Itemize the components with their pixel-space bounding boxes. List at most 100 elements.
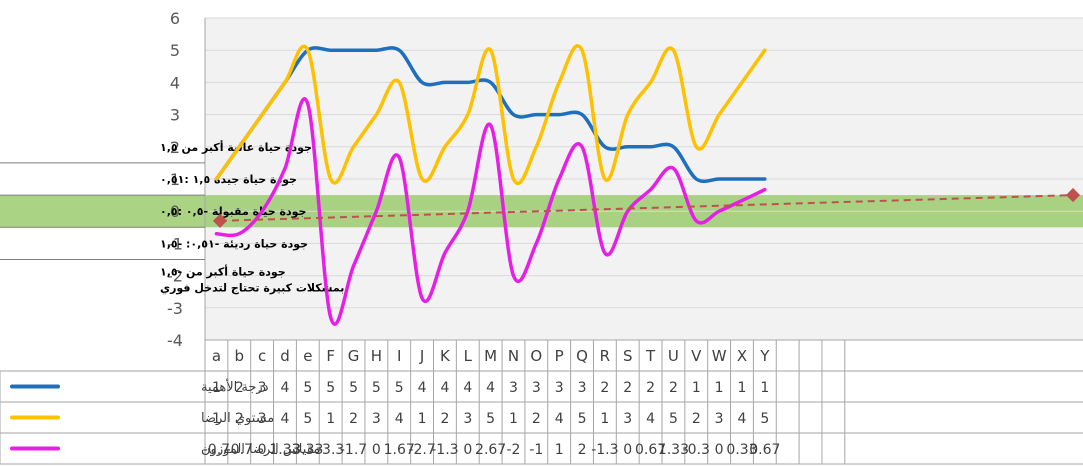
category-label: a [212, 347, 221, 365]
table-cell-value: 2 [440, 411, 449, 427]
category-label: N [508, 347, 519, 365]
table-cell-value: 3 [463, 411, 472, 427]
table-cell-value: 5 [669, 411, 678, 427]
table-cell-value: 5 [578, 411, 587, 427]
table-cell-value: 5 [372, 380, 381, 396]
table-cell-value: 0 [258, 442, 267, 458]
table-cell-value: 1 [212, 411, 221, 427]
category-label: X [737, 347, 747, 365]
table-cell-value: 3 [532, 380, 541, 396]
table-cell-value: 2 [623, 380, 632, 396]
y-tick-label: -4 [167, 331, 183, 350]
table-cell-value: 1.33 [658, 442, 689, 458]
table-cell-value: 2 [235, 380, 244, 396]
trendline-marker [1065, 188, 1081, 203]
table-cell-value: -1.3 [431, 442, 458, 458]
table-cell-value: 4 [418, 380, 427, 396]
table-cell-value: 2 [532, 411, 541, 427]
table-cell-value: -1.3 [591, 442, 618, 458]
table-cell-value: 2 [235, 411, 244, 427]
table-cell-value: 4 [738, 411, 747, 427]
table-cell-value: 3 [715, 411, 724, 427]
y-tick-label: 0 [170, 202, 180, 221]
series-line-2 [214, 97, 767, 327]
table-cell-value: 3 [509, 380, 518, 396]
table-cell-value: 2 [578, 442, 587, 458]
y-tick-label: 4 [170, 73, 180, 92]
y-tick-label: 3 [170, 106, 180, 125]
table-cell-value: 2 [692, 411, 701, 427]
category-label: c [258, 347, 266, 365]
category-label: I [397, 347, 401, 365]
band-label: جودة حياة جيدة ١,٥ :٠,٥١ [160, 173, 297, 186]
band-label: جودة حياة عالية أكبر من ١,٥ [160, 140, 312, 154]
table-cell-value: -3.3 [317, 442, 344, 458]
table-cell-value: -1.7 [340, 442, 367, 458]
table-cell-value: 3 [372, 411, 381, 427]
table-cell-value: -1 [529, 442, 543, 458]
legend-label: مستوي الرضا [201, 411, 274, 426]
table-cell-value: 1 [418, 411, 427, 427]
table-cell-value: 1 [555, 442, 564, 458]
table-cell-value: -0.3 [683, 442, 710, 458]
table-cell-value: 1 [692, 380, 701, 396]
y-tick-label: 2 [170, 138, 180, 157]
table-cell-value: 1 [326, 411, 335, 427]
category-label: Q [576, 347, 588, 365]
band-label: جودة حياة رديئة -٠,٥١: -١,٥ [160, 237, 308, 250]
table-cell-value: -0.7 [226, 442, 253, 458]
table-cell-value: 3 [578, 380, 587, 396]
category-label: L [464, 347, 473, 365]
y-tick-label: 5 [170, 41, 180, 60]
band-label: جودة حياة أكبر من -١,٥ [160, 265, 286, 279]
category-label: d [280, 347, 290, 365]
table-cell-value: 0.67 [749, 442, 780, 458]
trendline [219, 194, 1074, 222]
table-cell-value: 4 [281, 380, 290, 396]
table-cell-value: 0.67 [635, 442, 666, 458]
category-label: G [348, 347, 360, 365]
table-cell-value: 1.33 [269, 442, 300, 458]
category-label: Y [759, 347, 770, 365]
table-cell-value: 0 [372, 442, 381, 458]
table-cell-value: 3 [258, 380, 267, 396]
category-label: J [419, 347, 424, 365]
band-label: بمشكلات كبيرة تحتاج لتدخل فوري [160, 282, 344, 296]
table-cell-value: 4 [395, 411, 404, 427]
category-label: P [555, 347, 564, 365]
category-label: H [371, 347, 382, 365]
table-cell-value: 4 [486, 380, 495, 396]
table-cell-value: 3 [623, 411, 632, 427]
table-cell-value: 0 [463, 442, 472, 458]
table-cell-value: 1 [212, 380, 221, 396]
table-cell-value: 4 [281, 411, 290, 427]
category-label: K [440, 347, 451, 365]
category-label: V [691, 347, 702, 365]
table-cell-value: 4 [463, 380, 472, 396]
category-label: S [623, 347, 633, 365]
table-cell-value: 2 [349, 411, 358, 427]
legend-label: درجة الأهمية [201, 378, 269, 395]
table-cell-value: 4 [440, 380, 449, 396]
table-cell-value: 1 [738, 380, 747, 396]
category-label: e [303, 347, 312, 365]
table-cell-value: 0.33 [726, 442, 757, 458]
series-line-1 [214, 44, 767, 186]
band-label: جودة حياة مقبولة -٠,٥ :٠,٥ [160, 205, 306, 218]
table-cell-value: 1 [509, 411, 518, 427]
category-label: F [326, 347, 335, 365]
table-cell-value: 4 [646, 411, 655, 427]
table-cell-value: 2 [669, 380, 678, 396]
legend-label: مقياس الرضا الموزون [201, 442, 320, 457]
table-cell-value: 1 [600, 411, 609, 427]
category-label: b [235, 347, 245, 365]
table-cell-value: -0.7 [203, 442, 230, 458]
y-tick-label: 6 [170, 9, 180, 28]
y-tick-label: -3 [167, 299, 183, 318]
table-cell-value: 2.67 [475, 442, 506, 458]
category-label: W [712, 347, 727, 365]
table-cell-value: 2 [646, 380, 655, 396]
category-label: R [600, 347, 610, 365]
table-cell-value: 1 [760, 380, 769, 396]
table-cell-value: -2.7 [408, 442, 435, 458]
